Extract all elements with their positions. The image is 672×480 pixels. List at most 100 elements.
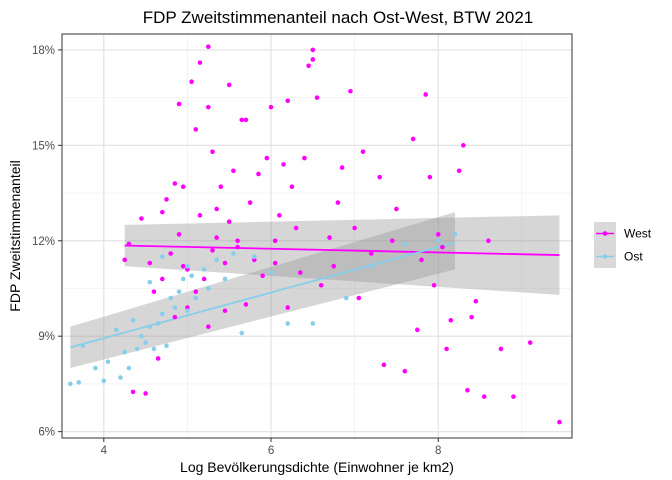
data-point-ost	[239, 330, 245, 336]
data-point-ost	[435, 238, 441, 244]
data-point-ost	[151, 346, 157, 352]
data-point-west	[201, 276, 207, 282]
data-point-west	[423, 92, 428, 97]
data-point-west	[448, 317, 454, 323]
data-point-ost	[168, 295, 173, 301]
legend: West Ost	[594, 222, 652, 268]
y-tick-label: 9%	[38, 331, 55, 343]
data-point-west	[235, 238, 240, 244]
data-point-west	[214, 206, 219, 212]
data-point-west	[331, 263, 337, 269]
data-point-west	[210, 248, 215, 253]
data-point-west	[260, 273, 265, 279]
data-point-west	[339, 165, 345, 170]
data-point-west	[410, 136, 416, 142]
legend-label-west: West	[624, 227, 652, 241]
data-point-ost	[452, 232, 458, 237]
x-tick-label: 4	[101, 445, 108, 457]
data-point-ost	[185, 263, 190, 269]
data-point-west	[318, 283, 324, 288]
data-point-west	[151, 289, 157, 294]
y-axis-title: FDP Zweitstimmenanteil	[7, 160, 23, 311]
data-point-west	[310, 47, 316, 53]
data-point-west	[498, 346, 504, 352]
data-point-ost	[101, 378, 107, 384]
data-point-west	[139, 216, 144, 221]
data-point-west	[302, 155, 307, 161]
trend-lines	[70, 241, 560, 349]
data-points	[68, 44, 562, 425]
x-axis-title: Log Bevölkerungsdichte (Einwohner je km2…	[180, 459, 454, 475]
data-point-ost	[214, 257, 219, 263]
data-point-west	[172, 314, 178, 320]
data-point-west	[172, 181, 178, 186]
data-point-west	[285, 305, 291, 310]
data-point-west	[272, 260, 278, 266]
data-point-west	[511, 394, 516, 399]
data-point-west	[226, 82, 232, 88]
data-point-ost	[185, 308, 190, 314]
y-tick-label: 6%	[38, 427, 55, 439]
data-point-ost	[155, 321, 161, 326]
data-point-west	[235, 244, 240, 250]
data-point-west	[206, 324, 211, 329]
data-point-west	[185, 305, 190, 310]
data-point-west	[381, 362, 387, 368]
data-point-west	[168, 251, 173, 256]
data-point-ost	[80, 343, 86, 349]
data-point-west	[360, 149, 366, 155]
data-point-west	[461, 143, 466, 148]
data-point-west	[456, 168, 462, 174]
data-point-ost	[68, 381, 73, 387]
data-point-west	[222, 308, 228, 314]
data-point-ost	[93, 365, 98, 371]
data-point-ost	[268, 270, 274, 275]
data-point-ost	[147, 279, 153, 285]
data-point-west	[206, 44, 211, 50]
data-point-west	[473, 298, 479, 304]
data-point-west	[193, 127, 199, 132]
data-point-west	[310, 57, 316, 62]
plot-border	[61, 33, 573, 439]
y-tick-label: 18%	[32, 45, 55, 57]
data-point-west	[164, 197, 169, 202]
data-point-west	[256, 171, 261, 177]
data-point-west	[557, 419, 562, 425]
data-point-ost	[143, 340, 148, 345]
data-point-west	[440, 244, 445, 250]
data-point-ost	[310, 321, 316, 326]
legend-label-ost: Ost	[624, 250, 643, 264]
data-point-west	[143, 391, 148, 396]
data-point-west	[197, 213, 203, 218]
data-point-west	[402, 368, 408, 374]
data-point-west	[130, 389, 136, 395]
data-point-ost	[126, 365, 132, 371]
trend-line-ost	[70, 241, 456, 349]
data-point-ost	[193, 295, 199, 301]
data-point-west	[197, 60, 203, 65]
data-point-ost	[105, 359, 111, 364]
data-point-ost	[343, 295, 349, 301]
x-axis-ticks: 4 6 8	[101, 438, 441, 457]
legend-key-point	[602, 231, 608, 236]
chart-title: FDP Zweitstimmenanteil nach Ost-West, BT…	[143, 8, 534, 27]
data-point-west	[180, 263, 186, 269]
data-point-west	[289, 184, 295, 189]
data-point-west	[444, 346, 449, 352]
data-point-west	[281, 162, 286, 167]
data-point-west	[486, 238, 491, 244]
data-point-west	[147, 260, 153, 266]
data-point-west	[193, 289, 199, 294]
data-point-west	[356, 295, 362, 301]
data-point-west	[369, 251, 374, 256]
data-point-west	[314, 95, 320, 100]
data-point-ost	[139, 333, 144, 339]
data-point-ost	[160, 254, 165, 259]
data-point-west	[160, 209, 165, 215]
data-point-ost	[114, 327, 119, 333]
y-tick-label: 12%	[32, 236, 55, 248]
data-point-west	[435, 232, 441, 237]
data-point-west	[377, 174, 383, 180]
data-point-ost	[134, 346, 140, 352]
